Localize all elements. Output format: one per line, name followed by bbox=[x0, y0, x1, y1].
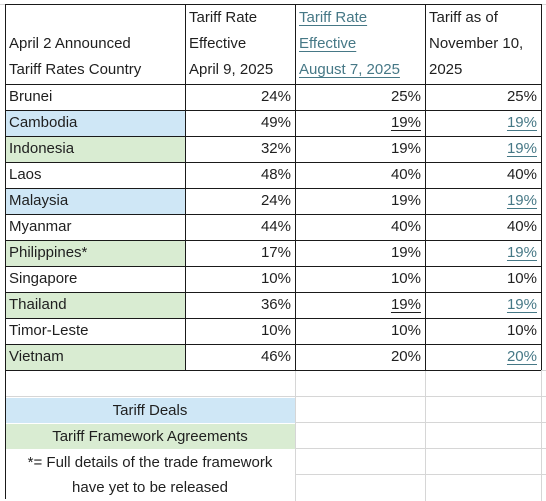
header-august7-link-line2[interactable]: Effective bbox=[299, 35, 357, 52]
cell-nov10[interactable]: 19% bbox=[425, 136, 541, 162]
gridline bbox=[295, 448, 546, 449]
table-border bbox=[5, 4, 6, 499]
gridline bbox=[425, 370, 426, 501]
gridline bbox=[5, 396, 295, 397]
table-border bbox=[5, 188, 541, 189]
cell-country[interactable]: Cambodia bbox=[5, 110, 185, 136]
table-border bbox=[5, 136, 541, 137]
cell-nov10-link[interactable]: 19% bbox=[506, 296, 537, 313]
gridline bbox=[295, 370, 296, 501]
cell-august7[interactable]: 25% bbox=[390, 88, 421, 105]
cell-august7[interactable]: 19% bbox=[295, 110, 425, 136]
header-august7-link-line1[interactable]: Tariff Rate bbox=[299, 9, 368, 26]
cell-nov10[interactable]: 40% bbox=[506, 166, 537, 183]
cell-country[interactable]: Vietnam bbox=[5, 344, 185, 370]
cell-august7[interactable]: 40% bbox=[390, 166, 421, 183]
cell-august7[interactable]: 10% bbox=[390, 322, 421, 339]
cell-nov10[interactable]: 19% bbox=[425, 292, 541, 318]
cell-april9[interactable]: 48% bbox=[260, 166, 291, 183]
header-august7-link-line3[interactable]: August 7, 2025 bbox=[299, 61, 400, 78]
header-april9-line3: April 9, 2025 bbox=[189, 61, 274, 78]
cell-country[interactable]: Myanmar bbox=[9, 218, 72, 235]
cell-august7-value: 19% bbox=[390, 114, 421, 131]
cell-country[interactable]: Indonesia bbox=[5, 136, 185, 162]
cell-april9[interactable]: 49% bbox=[260, 114, 291, 131]
table-border bbox=[5, 292, 541, 293]
table-border bbox=[5, 240, 541, 241]
gridline bbox=[295, 474, 546, 475]
table-border bbox=[5, 162, 541, 163]
table-border bbox=[5, 84, 541, 85]
cell-august7-value: 19% bbox=[390, 296, 421, 313]
cell-august7[interactable]: 20% bbox=[390, 348, 421, 365]
cell-august7[interactable]: 19% bbox=[390, 244, 421, 261]
header-august7[interactable]: Tariff Rate Effective August 7, 2025 bbox=[295, 5, 425, 83]
header-april9-line1: Tariff Rate bbox=[189, 9, 258, 26]
header-nov10-line1: Tariff as of bbox=[429, 9, 498, 26]
cell-nov10[interactable]: 19% bbox=[425, 240, 541, 266]
cell-country[interactable]: Singapore bbox=[9, 270, 78, 287]
cell-august7[interactable]: 19% bbox=[295, 292, 425, 318]
table-border bbox=[185, 4, 186, 370]
header-april9-line2: Effective bbox=[189, 35, 247, 52]
cell-country[interactable]: Malaysia bbox=[5, 188, 185, 214]
cell-april9[interactable]: 46% bbox=[260, 348, 291, 365]
table-border bbox=[5, 344, 541, 345]
cell-april9[interactable]: 10% bbox=[260, 322, 291, 339]
cell-nov10-link[interactable]: 19% bbox=[506, 114, 537, 131]
header-country-line2: Tariff Rates Country bbox=[9, 61, 142, 78]
legend-framework-agreements[interactable]: Tariff Framework Agreements bbox=[5, 424, 295, 449]
cell-april9[interactable]: 36% bbox=[260, 296, 291, 313]
cell-nov10[interactable]: 19% bbox=[425, 110, 541, 136]
cell-august7[interactable]: 19% bbox=[390, 192, 421, 209]
cell-april9[interactable]: 44% bbox=[260, 218, 291, 235]
cell-april9[interactable]: 10% bbox=[260, 270, 291, 287]
header-country-line1: April 2 Announced bbox=[9, 35, 131, 52]
cell-nov10[interactable]: 20% bbox=[425, 344, 541, 370]
gridline bbox=[541, 370, 542, 501]
cell-country[interactable]: Philippines* bbox=[5, 240, 185, 266]
cell-nov10[interactable]: 10% bbox=[506, 322, 537, 339]
cell-august7[interactable]: 10% bbox=[390, 270, 421, 287]
table-border bbox=[5, 266, 541, 267]
table-border bbox=[541, 4, 542, 370]
legend-note-line2[interactable]: have yet to be released bbox=[72, 479, 228, 496]
cell-april9[interactable]: 24% bbox=[260, 88, 291, 105]
legend-tariff-deals[interactable]: Tariff Deals bbox=[5, 398, 295, 423]
cell-nov10[interactable]: 10% bbox=[506, 270, 537, 287]
table-border bbox=[5, 110, 541, 111]
cell-august7[interactable]: 19% bbox=[390, 140, 421, 157]
table-border bbox=[295, 4, 296, 370]
table-border bbox=[5, 4, 541, 5]
header-nov10-line3: 2025 bbox=[429, 61, 463, 78]
cell-nov10-link[interactable]: 19% bbox=[506, 192, 537, 209]
gridline bbox=[295, 422, 546, 423]
cell-nov10-link[interactable]: 20% bbox=[506, 348, 537, 365]
cell-nov10[interactable]: 40% bbox=[506, 218, 537, 235]
cell-august7[interactable]: 40% bbox=[390, 218, 421, 235]
cell-country[interactable]: Brunei bbox=[9, 88, 53, 105]
header-country[interactable]: April 2 Announced Tariff Rates Country bbox=[5, 31, 185, 83]
cell-april9[interactable]: 32% bbox=[260, 140, 291, 157]
table-border bbox=[5, 318, 541, 319]
cell-nov10[interactable]: 25% bbox=[506, 88, 537, 105]
cell-country[interactable]: Timor-Leste bbox=[9, 322, 89, 339]
cell-nov10-link[interactable]: 19% bbox=[506, 140, 537, 157]
cell-nov10[interactable]: 19% bbox=[425, 188, 541, 214]
cell-nov10-link[interactable]: 19% bbox=[506, 244, 537, 261]
table-border bbox=[5, 214, 541, 215]
cell-april9[interactable]: 24% bbox=[260, 192, 291, 209]
header-nov10[interactable]: Tariff as of November 10, 2025 bbox=[425, 5, 541, 83]
table-border bbox=[425, 4, 426, 370]
cell-country[interactable]: Thailand bbox=[5, 292, 185, 318]
cell-country[interactable]: Laos bbox=[9, 166, 42, 183]
header-april9[interactable]: Tariff Rate Effective April 9, 2025 bbox=[185, 5, 295, 83]
gridline bbox=[295, 396, 546, 397]
legend-note-line1[interactable]: *= Full details of the trade framework bbox=[27, 454, 273, 471]
header-nov10-line2: November 10, bbox=[429, 35, 524, 52]
cell-april9[interactable]: 17% bbox=[260, 244, 291, 261]
table-border bbox=[5, 370, 541, 371]
